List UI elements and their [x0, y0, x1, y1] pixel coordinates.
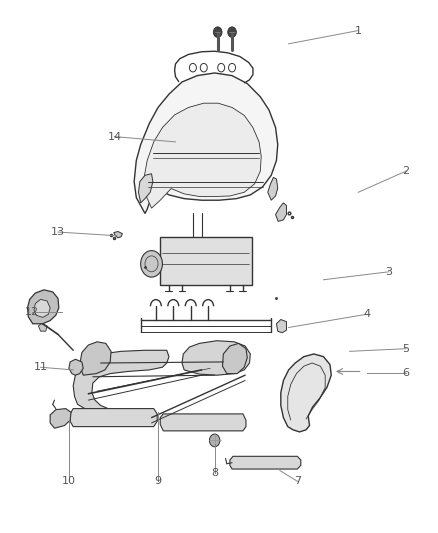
Polygon shape — [50, 409, 71, 428]
Circle shape — [228, 27, 237, 37]
Polygon shape — [138, 174, 153, 203]
Polygon shape — [230, 456, 301, 469]
Polygon shape — [73, 350, 169, 411]
Polygon shape — [160, 414, 246, 431]
Polygon shape — [281, 354, 331, 432]
Text: 3: 3 — [385, 267, 392, 277]
Polygon shape — [39, 324, 47, 331]
Text: 8: 8 — [211, 469, 218, 478]
Text: 6: 6 — [403, 368, 410, 377]
Polygon shape — [223, 343, 247, 374]
Text: 1: 1 — [355, 26, 362, 36]
Text: 2: 2 — [403, 166, 410, 176]
Polygon shape — [182, 341, 251, 375]
Text: 9: 9 — [155, 477, 162, 486]
Text: 11: 11 — [34, 362, 48, 372]
FancyBboxPatch shape — [160, 237, 252, 285]
Circle shape — [209, 434, 220, 447]
Polygon shape — [114, 231, 122, 238]
Polygon shape — [70, 409, 157, 426]
Circle shape — [141, 251, 162, 277]
Polygon shape — [276, 203, 286, 221]
Polygon shape — [134, 73, 278, 214]
Text: 4: 4 — [364, 309, 371, 319]
Text: 7: 7 — [294, 477, 301, 486]
Text: 10: 10 — [62, 477, 76, 486]
Polygon shape — [276, 319, 286, 333]
Polygon shape — [34, 300, 50, 317]
Polygon shape — [69, 359, 83, 375]
Text: 12: 12 — [25, 306, 39, 317]
Polygon shape — [80, 342, 111, 375]
Text: 14: 14 — [107, 132, 122, 142]
Circle shape — [213, 27, 222, 37]
Text: 5: 5 — [403, 344, 410, 354]
Polygon shape — [268, 177, 278, 200]
Text: 13: 13 — [51, 227, 65, 237]
Polygon shape — [28, 290, 59, 324]
Polygon shape — [144, 103, 261, 208]
